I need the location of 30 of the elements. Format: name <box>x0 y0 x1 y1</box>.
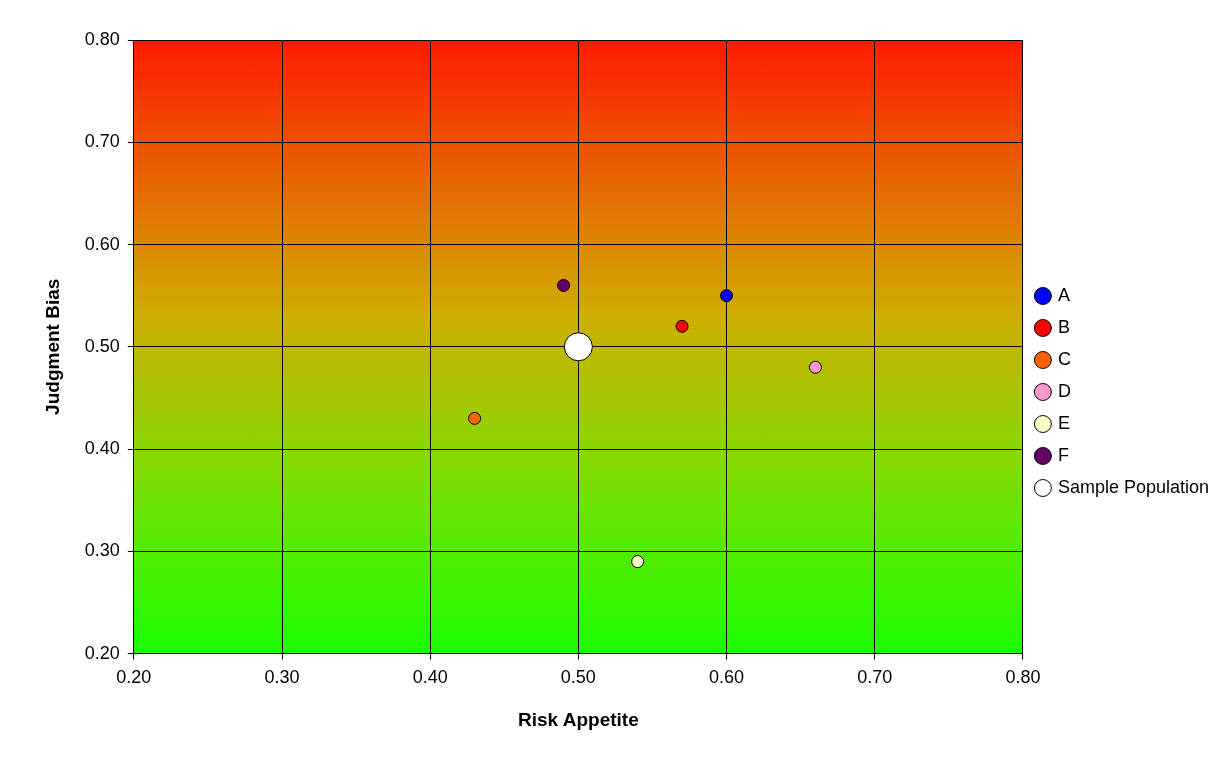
x-tick-label: 0.30 <box>264 667 300 688</box>
y-tick-label: 0.50 <box>84 335 120 356</box>
point <box>563 332 593 362</box>
x-tick-label: 0.40 <box>412 667 448 688</box>
x-tick-label: 0.60 <box>709 667 745 688</box>
legend-label: E <box>1057 412 1070 433</box>
y-tick-label: 0.30 <box>84 540 120 561</box>
y-tick-label: 0.40 <box>84 438 120 459</box>
y-axis-title: Judgment Bias <box>41 278 63 415</box>
point <box>557 278 571 292</box>
legend-label: Sample Population <box>1057 476 1210 497</box>
point <box>720 289 734 303</box>
legend-label: B <box>1057 316 1070 337</box>
legend-label: C <box>1057 348 1071 369</box>
point <box>675 319 689 333</box>
x-tick-label: 0.80 <box>1005 667 1041 688</box>
legend-label: F <box>1057 444 1069 465</box>
legend-label: D <box>1057 380 1071 401</box>
x-tick-label: 0.50 <box>560 667 596 688</box>
x-tick-label: 0.70 <box>857 667 893 688</box>
y-tick-label: 0.60 <box>84 233 120 254</box>
y-tick-label: 0.70 <box>84 131 120 152</box>
point <box>631 555 645 569</box>
legend-label: A <box>1057 284 1070 305</box>
point <box>468 411 482 425</box>
y-tick-label: 0.80 <box>84 28 120 49</box>
x-axis-title: Risk Appetite <box>518 708 639 730</box>
y-tick-label: 0.20 <box>84 642 120 663</box>
x-tick-label: 0.20 <box>116 667 152 688</box>
point <box>808 360 822 374</box>
